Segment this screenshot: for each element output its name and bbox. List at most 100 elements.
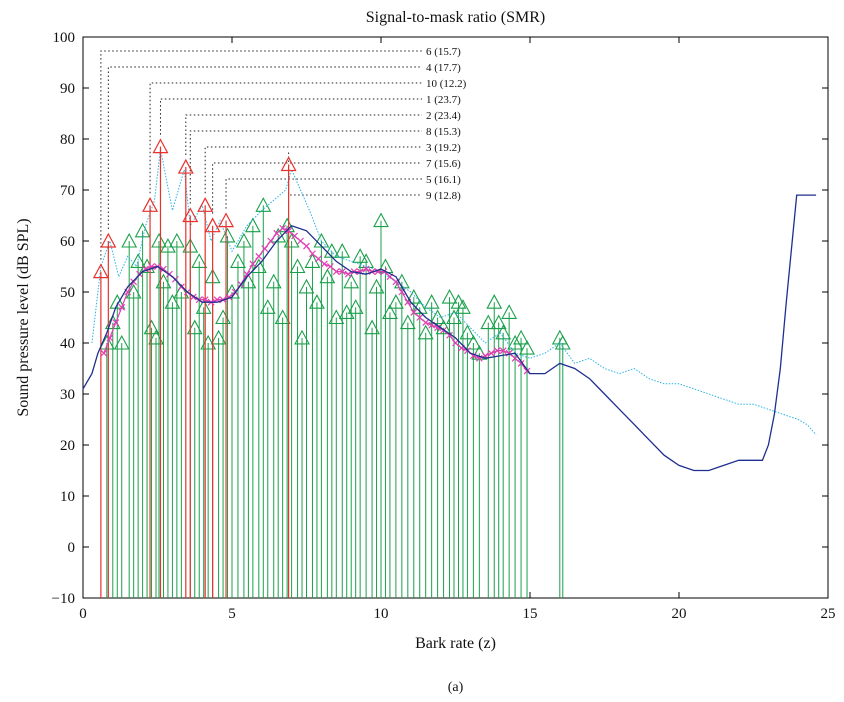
nontonal-marker <box>164 294 181 309</box>
x-tick-label: 25 <box>821 606 836 622</box>
nontonal-marker <box>343 273 360 289</box>
nontonal-marker <box>274 309 291 325</box>
nontonal-marker <box>309 294 325 309</box>
plot-frame <box>82 36 829 599</box>
annotation-label: 5 (16.1) <box>426 174 461 186</box>
nontonal-marker <box>382 304 398 319</box>
masking-point <box>303 242 310 250</box>
tonal-marker <box>204 217 221 233</box>
masking-point <box>255 252 263 260</box>
nontonal-marker <box>423 294 440 309</box>
masking-point <box>267 237 275 245</box>
nontonal-marker <box>513 329 529 345</box>
nontonal-marker <box>219 227 236 243</box>
nontonal-marker <box>490 314 507 330</box>
nontonal-marker <box>417 324 434 340</box>
masking-point <box>177 283 185 291</box>
x-tick-label: 10 <box>374 606 389 622</box>
masking-point <box>249 260 257 268</box>
tonal-marker <box>280 156 297 172</box>
annotation-label: 8 (15.3) <box>426 126 461 138</box>
masking-point <box>446 331 453 339</box>
masking-point <box>261 245 269 253</box>
masking-point <box>273 229 281 237</box>
nontonal-marker <box>113 334 130 350</box>
nontonal-marker <box>191 253 208 268</box>
nontonal-marker <box>486 294 503 309</box>
nontonal-marker <box>173 283 190 299</box>
nontonal-marker <box>411 299 428 314</box>
y-tick-label: 60 <box>60 234 75 250</box>
tonal-marker <box>177 158 194 174</box>
y-tick-label: −10 <box>52 591 75 607</box>
nontonal-marker <box>368 278 385 294</box>
masking-point <box>338 268 346 276</box>
y-tick-label: 90 <box>60 81 75 97</box>
tonal-marker <box>142 197 159 212</box>
nontonal-marker <box>429 309 446 325</box>
masking-point <box>112 319 120 327</box>
nontonal-marker <box>160 237 176 253</box>
y-tick-label: 10 <box>60 489 75 505</box>
y-tick-label: 0 <box>68 540 76 556</box>
masking-point <box>297 237 304 245</box>
masking-point <box>416 314 424 321</box>
nontonal-marker <box>399 314 416 330</box>
annotation-leader <box>149 82 422 194</box>
masking-point <box>314 255 322 263</box>
annotation-label: 2 (23.4) <box>426 110 461 122</box>
masking-point <box>243 270 251 278</box>
nontonal-marker <box>134 222 151 238</box>
annotation-leader <box>159 98 422 135</box>
masking-point <box>130 278 138 286</box>
nontonal-marker <box>168 232 185 248</box>
nontonal-marker <box>358 253 375 268</box>
nontonal-marker <box>364 319 380 335</box>
nontonal-marker <box>298 278 315 294</box>
nontonal-marker <box>130 253 147 268</box>
masking-point <box>291 232 299 240</box>
nontonal-marker <box>148 329 164 345</box>
y-tick-label: 50 <box>60 285 75 301</box>
masking-point <box>160 265 167 273</box>
nontonal-marker <box>195 299 212 314</box>
nontonal-marker <box>387 294 404 309</box>
annotation-label: 9 (12.8) <box>426 190 461 202</box>
masking-point <box>434 324 442 332</box>
masking-point <box>320 260 328 268</box>
tonal-marker <box>218 212 235 228</box>
x-tick-label: 15 <box>523 606 538 622</box>
y-tick-label: 30 <box>60 387 75 403</box>
y-axis-title: Sound pressure level (dB SPL) <box>15 218 32 416</box>
nontonal-marker <box>98 334 115 350</box>
y-tick-label: 40 <box>60 336 75 352</box>
masking-point <box>285 227 293 235</box>
nontonal-marker <box>289 258 306 274</box>
x-tick-label: 5 <box>228 606 236 622</box>
nontonal-marker <box>255 197 272 212</box>
nontonal-marker <box>373 212 389 228</box>
nontonal-marker <box>259 299 276 314</box>
nontonal-marker <box>294 329 310 345</box>
annotation-leader <box>189 130 422 204</box>
nontonal-marker <box>495 324 512 340</box>
masking-point <box>493 347 501 355</box>
nontonal-marker <box>455 299 471 314</box>
nontonal-marker <box>109 294 126 309</box>
masking-point <box>279 224 287 232</box>
x-tick-label: 0 <box>79 606 87 622</box>
nontonal-marker <box>244 217 261 233</box>
figure-caption: (a) <box>448 680 464 695</box>
nontonal-marker <box>235 232 252 248</box>
tonal-marker <box>100 232 117 248</box>
nontonal-marker <box>465 334 482 350</box>
annotation-label: 1 (23.7) <box>426 94 461 106</box>
nontonal-marker <box>338 304 355 319</box>
masking-point <box>100 349 108 357</box>
tonal-marker <box>92 263 109 279</box>
nontonal-marker <box>480 314 497 330</box>
nontonal-marker <box>240 273 257 289</box>
annotation-label: 10 (12.2) <box>426 78 467 90</box>
